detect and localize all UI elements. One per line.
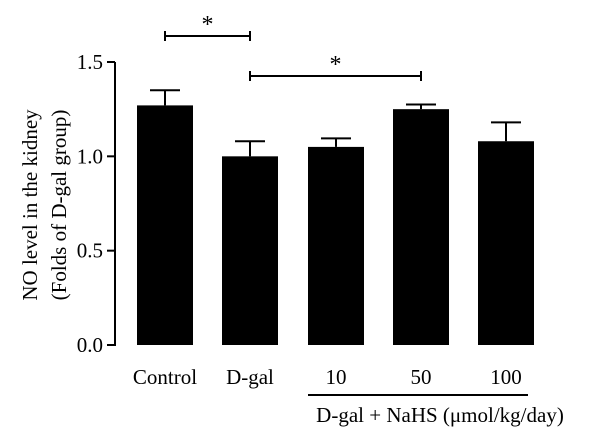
bar bbox=[478, 141, 534, 345]
x-tick-label: D-gal bbox=[226, 365, 274, 389]
bars: Control D-gal 10 50 100 bbox=[133, 89, 534, 396]
bar bbox=[222, 156, 278, 345]
significance-star: * bbox=[202, 12, 214, 38]
y-axis-title: NO level in the kidney (Folds of D-gal g… bbox=[18, 109, 71, 301]
y-tick-label: 0.5 bbox=[77, 239, 103, 263]
y-tick-label: 1.0 bbox=[77, 144, 103, 168]
x-tick-label: 10 bbox=[326, 365, 347, 389]
significance-annotations: ** bbox=[164, 12, 422, 81]
bar bbox=[393, 109, 449, 346]
y-axis-title-line1: NO level in the kidney bbox=[18, 109, 42, 301]
x-tick-label: Control bbox=[133, 365, 197, 389]
bar bbox=[137, 105, 193, 345]
y-axis-title-line2: (Folds of D-gal group) bbox=[47, 110, 71, 301]
x-tick-label: 100 bbox=[490, 365, 522, 389]
group-label: D-gal + NaHS (μmol/kg/day) bbox=[316, 403, 564, 427]
x-tick-label: 50 bbox=[411, 365, 432, 389]
axes: 0.0 0.5 1.0 1.5 bbox=[77, 50, 116, 357]
significance-star: * bbox=[330, 52, 342, 78]
y-tick-label: 1.5 bbox=[77, 50, 103, 74]
bar bbox=[308, 146, 364, 345]
y-tick-label: 0.0 bbox=[77, 333, 103, 357]
